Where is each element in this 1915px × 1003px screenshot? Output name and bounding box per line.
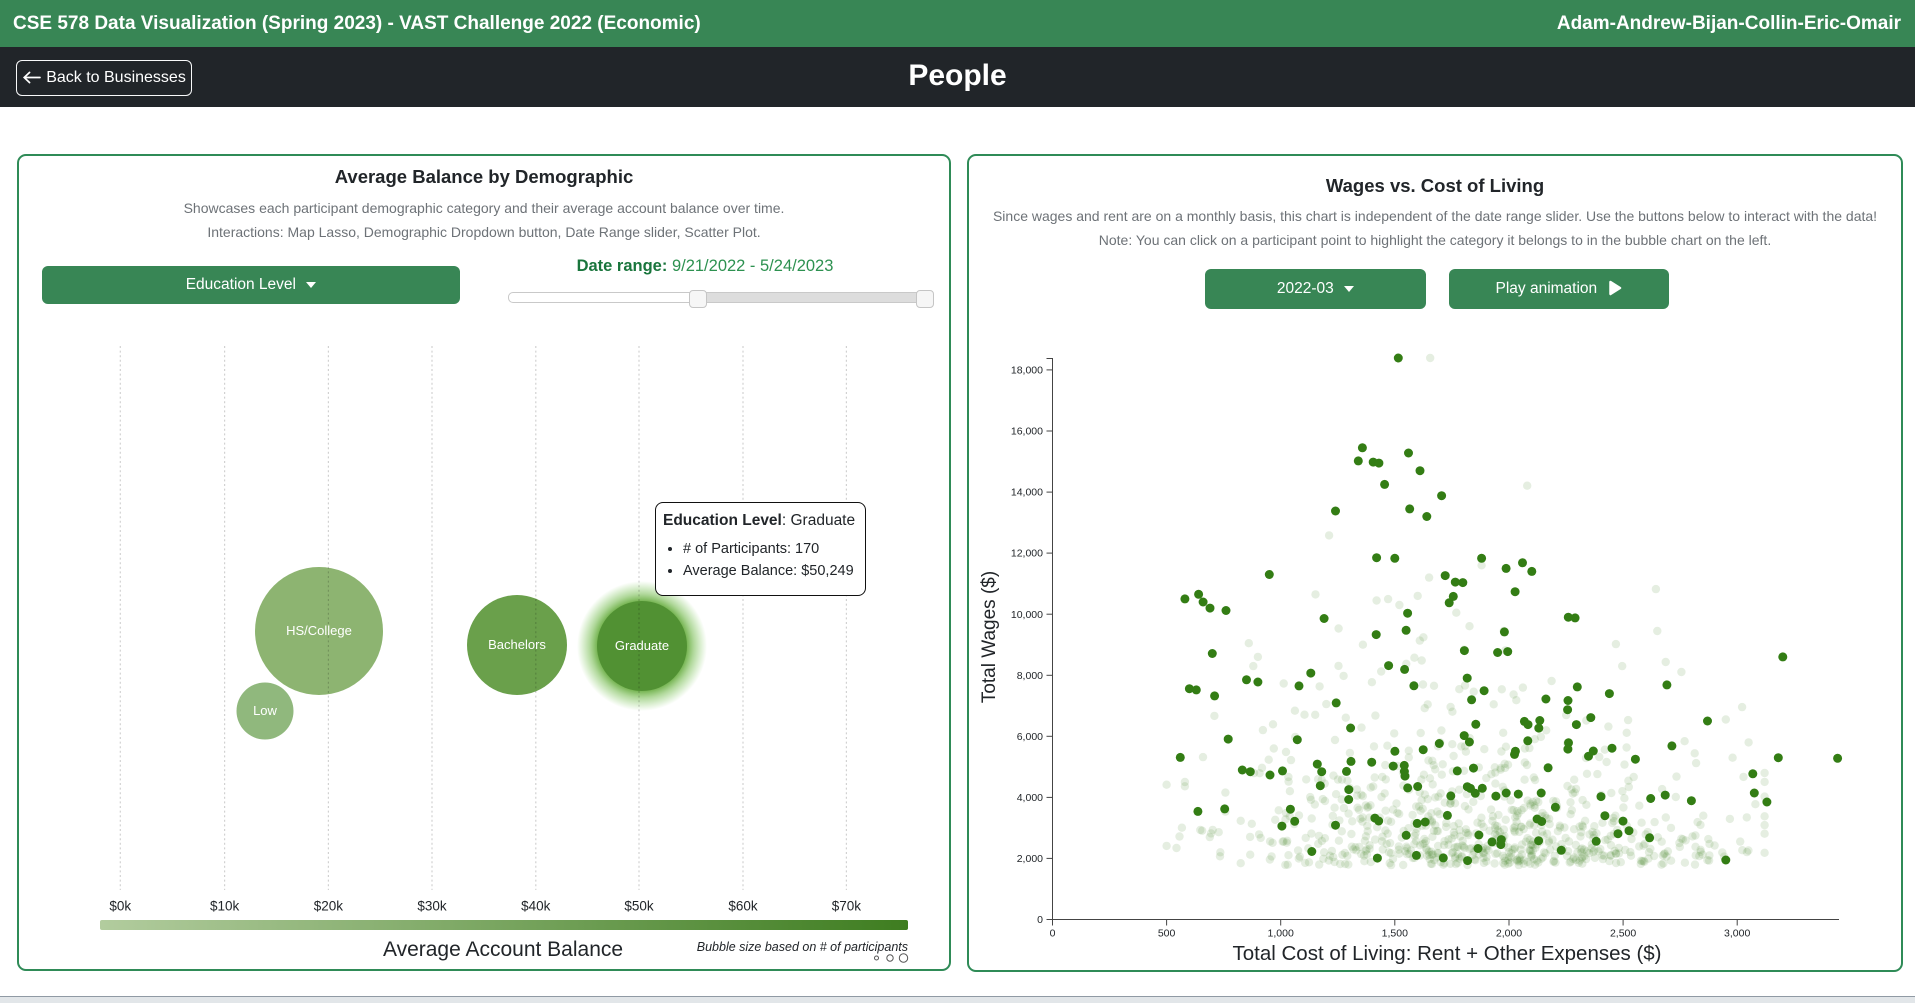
svg-text:Total Cost of Living: Rent + O: Total Cost of Living: Rent + Other Expen…	[1233, 942, 1662, 965]
svg-text:12,000: 12,000	[1011, 548, 1043, 560]
svg-text:0: 0	[1037, 914, 1043, 926]
svg-text:$50k: $50k	[624, 899, 654, 914]
svg-text:Total Wages ($): Total Wages ($)	[979, 571, 1000, 703]
svg-text:2,000: 2,000	[1017, 853, 1043, 865]
svg-text:10,000: 10,000	[1011, 609, 1043, 621]
svg-text:1,000: 1,000	[1268, 928, 1294, 940]
svg-text:2,000: 2,000	[1496, 928, 1522, 940]
svg-text:$0k: $0k	[109, 899, 131, 914]
svg-text:$60k: $60k	[728, 899, 758, 914]
svg-text:0: 0	[1050, 928, 1056, 940]
svg-text:14,000: 14,000	[1011, 487, 1043, 499]
svg-text:18,000: 18,000	[1011, 365, 1043, 377]
svg-text:$40k: $40k	[521, 899, 551, 914]
svg-text:$10k: $10k	[210, 899, 240, 914]
svg-text:Bachelors: Bachelors	[488, 637, 546, 652]
svg-text:6,000: 6,000	[1017, 731, 1043, 743]
svg-text:$20k: $20k	[314, 899, 344, 914]
svg-text:Average Account Balance: Average Account Balance	[383, 938, 623, 961]
svg-text:1,500: 1,500	[1382, 928, 1408, 940]
svg-text:2,500: 2,500	[1610, 928, 1636, 940]
svg-text:HS/College: HS/College	[286, 623, 352, 638]
svg-text:Low: Low	[253, 703, 277, 718]
svg-text:Bubble size based on # of part: Bubble size based on # of participants	[697, 940, 908, 954]
svg-text:3,000: 3,000	[1724, 928, 1750, 940]
svg-text:$70k: $70k	[832, 899, 862, 914]
svg-text:16,000: 16,000	[1011, 426, 1043, 438]
svg-text:500: 500	[1158, 928, 1176, 940]
svg-text:4,000: 4,000	[1017, 792, 1043, 804]
svg-text:$30k: $30k	[417, 899, 447, 914]
svg-text:8,000: 8,000	[1017, 670, 1043, 682]
svg-text:Graduate: Graduate	[615, 638, 669, 653]
